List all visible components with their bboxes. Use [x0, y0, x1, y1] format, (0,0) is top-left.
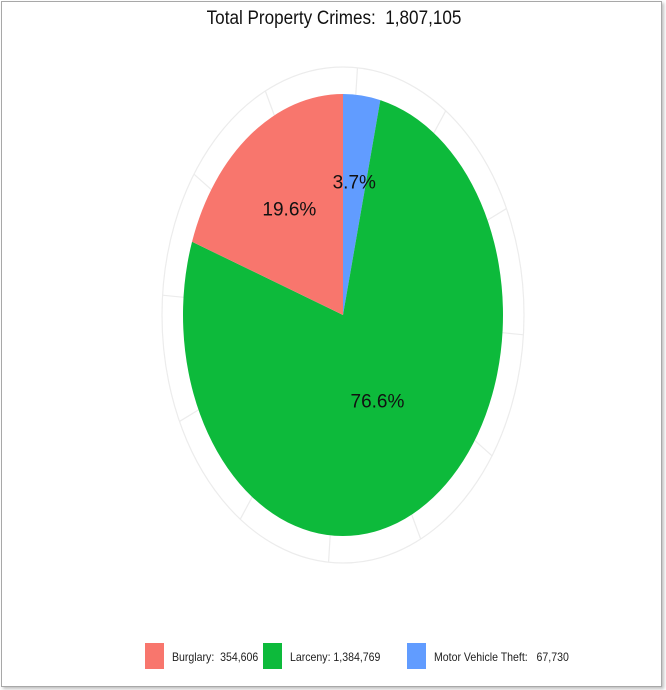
- grid-tick: [239, 496, 253, 520]
- grid-tick: [162, 294, 184, 298]
- pie-slice-burglary: [192, 94, 343, 315]
- grid-tick: [264, 90, 275, 116]
- grid-ring: [161, 66, 525, 564]
- legend-label-motor-vehicle-theft: Motor Vehicle Theft: 67,730: [434, 650, 569, 664]
- legend-swatch-burglary: [145, 643, 164, 669]
- grid-tick: [474, 439, 493, 457]
- grid-tick: [355, 67, 359, 95]
- chart-title: Total Property Crimes: 1,807,105: [206, 8, 462, 29]
- grid-tick: [327, 535, 331, 563]
- pie-labels: 3.7% 76.6% 19.6%: [262, 172, 404, 412]
- legend-swatch-motor-vehicle-theft: [407, 643, 426, 669]
- polar-grid: [161, 66, 525, 564]
- legend-label-burglary: Burglary: 354,606: [172, 650, 259, 664]
- pie-label-motor-vehicle-theft: 3.7%: [333, 172, 376, 193]
- legend-label-larceny: Larceny: 1,384,769: [290, 650, 381, 664]
- grid-tick: [411, 514, 422, 540]
- pie-slice-motor-vehicle-theft: [343, 94, 381, 315]
- grid-tick: [193, 173, 212, 191]
- grid-tick: [179, 409, 199, 422]
- pie-label-burglary: 19.6%: [262, 199, 316, 220]
- pie-label-larceny: 76.6%: [351, 391, 405, 412]
- legend: Burglary: 354,606 Larceny: 1,384,769 Mot…: [0, 643, 666, 671]
- pie-slice-larceny: [182, 100, 503, 536]
- grid-tick: [433, 110, 447, 134]
- grid-tick: [487, 208, 507, 221]
- grid-tick: [502, 332, 524, 336]
- legend-swatch-larceny: [263, 643, 282, 669]
- pie-chart: 3.7% 76.6% 19.6%: [161, 66, 525, 564]
- pie-slices: [182, 94, 503, 536]
